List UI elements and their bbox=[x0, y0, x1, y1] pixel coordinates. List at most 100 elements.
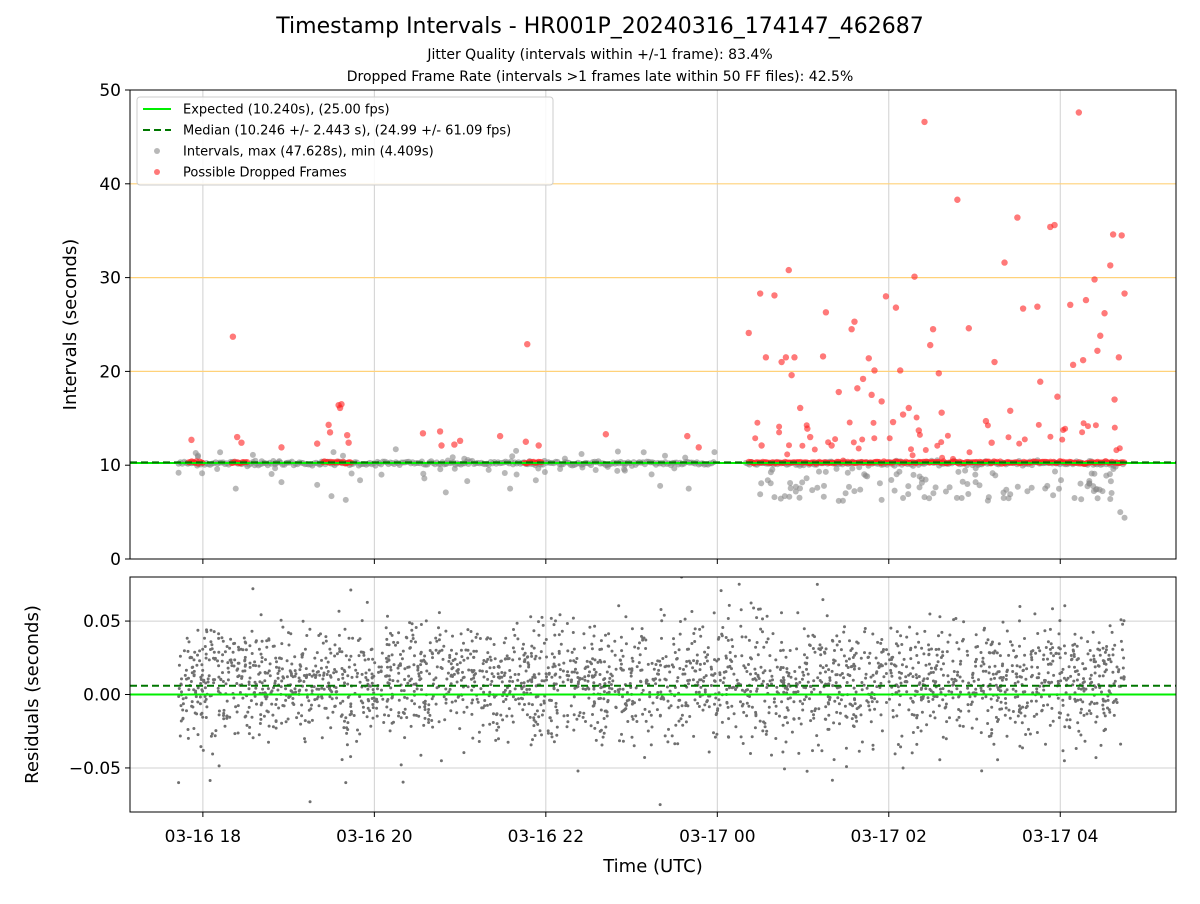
residual-point bbox=[236, 675, 240, 679]
residual-point bbox=[1037, 646, 1040, 650]
residual-point bbox=[506, 740, 510, 744]
residual-point bbox=[571, 616, 575, 620]
residual-point bbox=[972, 679, 976, 683]
residual-point bbox=[511, 646, 515, 650]
residual-point bbox=[542, 709, 545, 713]
residual-point bbox=[386, 665, 389, 669]
residual-point bbox=[792, 700, 796, 704]
residual-point bbox=[797, 751, 801, 755]
residual-point bbox=[470, 688, 474, 692]
residual-point bbox=[1035, 690, 1039, 694]
residual-point bbox=[1073, 665, 1076, 669]
interval-point bbox=[1050, 492, 1057, 499]
residual-point bbox=[184, 696, 188, 700]
residual-point bbox=[379, 670, 383, 674]
residual-point bbox=[714, 713, 718, 717]
residual-point bbox=[581, 687, 585, 691]
residual-point bbox=[500, 671, 504, 674]
residual-point bbox=[770, 753, 773, 757]
residual-point bbox=[373, 661, 377, 665]
residual-point bbox=[860, 740, 864, 744]
residual-point bbox=[289, 632, 293, 636]
residual-point bbox=[541, 623, 545, 627]
residual-point bbox=[857, 749, 861, 753]
residual-point bbox=[253, 691, 256, 694]
residual-point bbox=[1005, 734, 1009, 738]
residual-point bbox=[693, 698, 697, 702]
residual-point bbox=[678, 632, 682, 636]
residual-point bbox=[403, 707, 407, 711]
residual-point bbox=[820, 749, 824, 753]
residual-point bbox=[815, 734, 819, 738]
residual-point bbox=[281, 625, 285, 629]
dropped-frame-point bbox=[754, 419, 761, 426]
residual-point bbox=[989, 677, 993, 681]
residual-point bbox=[1048, 647, 1052, 651]
residual-point bbox=[946, 640, 950, 644]
residual-point bbox=[1093, 702, 1096, 706]
residual-point bbox=[810, 709, 814, 713]
top-ytick-label: 50 bbox=[99, 81, 121, 101]
residual-point bbox=[794, 690, 798, 694]
residual-point bbox=[474, 635, 478, 639]
interval-point bbox=[809, 487, 816, 494]
residual-point bbox=[620, 732, 623, 736]
residual-point bbox=[869, 675, 873, 679]
residual-point bbox=[178, 734, 182, 738]
residual-point bbox=[926, 677, 929, 681]
interval-point bbox=[764, 477, 771, 484]
residual-point bbox=[622, 709, 626, 712]
residual-point bbox=[542, 699, 546, 703]
residual-point bbox=[186, 736, 190, 740]
residual-point bbox=[557, 633, 561, 637]
residual-point bbox=[532, 716, 536, 720]
residual-point bbox=[1099, 743, 1103, 747]
residual-point bbox=[444, 697, 448, 701]
dropped-frame-point bbox=[278, 444, 285, 451]
residual-point bbox=[1062, 759, 1066, 763]
residual-point bbox=[941, 687, 945, 691]
interval-point bbox=[214, 465, 221, 472]
residual-point bbox=[654, 682, 658, 686]
residual-point bbox=[943, 706, 947, 710]
residual-point bbox=[951, 659, 955, 663]
interval-point bbox=[1028, 484, 1035, 491]
residual-point bbox=[266, 687, 270, 691]
residual-point bbox=[1090, 680, 1094, 684]
residual-point bbox=[660, 636, 663, 640]
residual-point bbox=[879, 681, 883, 685]
residual-point bbox=[1111, 653, 1115, 657]
residual-point bbox=[384, 656, 388, 660]
residual-point bbox=[483, 699, 487, 702]
residual-point bbox=[192, 673, 196, 677]
residual-point bbox=[186, 649, 190, 653]
residual-point bbox=[606, 700, 610, 704]
residual-point bbox=[1028, 732, 1032, 736]
residual-point bbox=[1029, 652, 1033, 656]
residual-point bbox=[621, 668, 625, 672]
residual-point bbox=[713, 679, 716, 683]
residual-point bbox=[469, 630, 473, 633]
residual-point bbox=[347, 636, 351, 640]
residual-point bbox=[736, 682, 740, 686]
dropped-frame-point bbox=[965, 325, 973, 332]
dropped-frame-point bbox=[1092, 422, 1099, 429]
residual-point bbox=[448, 687, 452, 691]
residual-point bbox=[784, 740, 788, 744]
residual-point bbox=[527, 663, 531, 667]
residual-point bbox=[435, 639, 439, 643]
residual-point bbox=[476, 700, 480, 704]
residual-point bbox=[406, 681, 410, 685]
top-ytick-label: 30 bbox=[99, 269, 121, 289]
dropped-frame-point bbox=[913, 414, 920, 421]
residual-point bbox=[855, 640, 859, 644]
residual-point bbox=[504, 636, 508, 640]
residual-point bbox=[259, 713, 263, 717]
residual-point bbox=[699, 685, 703, 689]
residual-point bbox=[517, 672, 521, 676]
residual-point bbox=[225, 645, 229, 648]
residual-point bbox=[1073, 670, 1077, 673]
residual-point bbox=[1107, 689, 1111, 693]
residual-point bbox=[1079, 733, 1083, 737]
residual-point bbox=[774, 737, 778, 740]
